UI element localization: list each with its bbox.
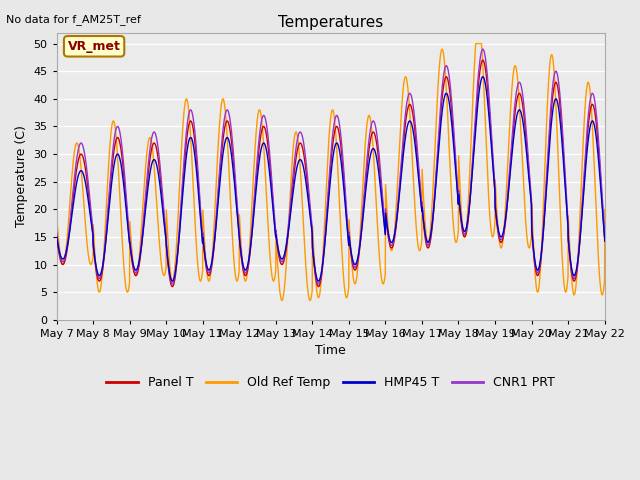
Text: No data for f_AM25T_ref: No data for f_AM25T_ref: [6, 14, 141, 25]
X-axis label: Time: Time: [316, 344, 346, 357]
Y-axis label: Temperature (C): Temperature (C): [15, 125, 28, 227]
Legend: Panel T, Old Ref Temp, HMP45 T, CNR1 PRT: Panel T, Old Ref Temp, HMP45 T, CNR1 PRT: [101, 371, 560, 394]
Title: Temperatures: Temperatures: [278, 15, 383, 30]
Text: VR_met: VR_met: [68, 40, 120, 53]
